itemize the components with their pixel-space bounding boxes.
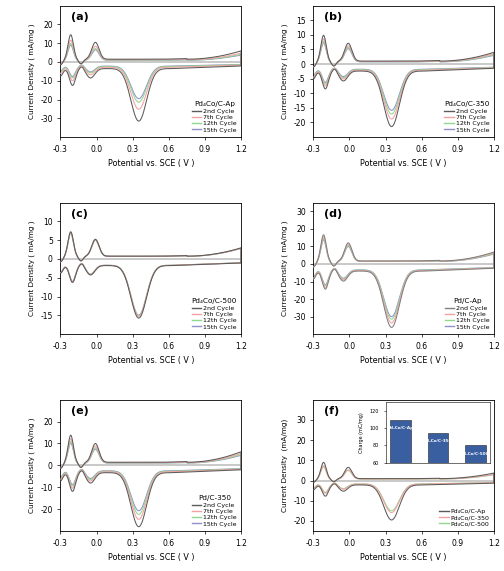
Text: (d): (d)	[324, 210, 342, 219]
Y-axis label: Current Density ( mA/mg ): Current Density ( mA/mg )	[28, 417, 35, 513]
Y-axis label: Current Density  (mA/mg): Current Density (mA/mg)	[281, 419, 288, 512]
Text: (e): (e)	[72, 407, 89, 416]
Y-axis label: Current Density ( mA/mg ): Current Density ( mA/mg )	[28, 23, 35, 119]
X-axis label: Potential vs. SCE ( V ): Potential vs. SCE ( V )	[360, 159, 447, 168]
Legend: Pd₄Co/C-Ap, Pd₄Co/C-350, Pd₄Co/C-500: Pd₄Co/C-Ap, Pd₄Co/C-350, Pd₄Co/C-500	[438, 508, 491, 528]
X-axis label: Potential vs. SCE ( V ): Potential vs. SCE ( V )	[107, 553, 194, 562]
Text: (b): (b)	[324, 13, 342, 22]
Text: (c): (c)	[72, 210, 88, 219]
X-axis label: Potential vs. SCE ( V ): Potential vs. SCE ( V )	[360, 356, 447, 365]
Legend: 2nd Cycle, 7th Cycle, 12th Cycle, 15th Cycle: 2nd Cycle, 7th Cycle, 12th Cycle, 15th C…	[191, 100, 238, 134]
Y-axis label: Current Density ( mA/mg ): Current Density ( mA/mg )	[28, 220, 35, 316]
X-axis label: Potential vs. SCE ( V ): Potential vs. SCE ( V )	[107, 159, 194, 168]
Text: (a): (a)	[72, 13, 89, 22]
X-axis label: Potential vs. SCE ( V ): Potential vs. SCE ( V )	[107, 356, 194, 365]
Legend: 2nd Cycle, 7th Cycle, 12th Cycle, 15th Cycle: 2nd Cycle, 7th Cycle, 12th Cycle, 15th C…	[191, 494, 238, 528]
Y-axis label: Current Density ( mA/mg ): Current Density ( mA/mg )	[281, 23, 288, 119]
Y-axis label: Current Density ( mA/mg ): Current Density ( mA/mg )	[281, 220, 288, 316]
Legend: 2nd Cycle, 7th Cycle, 12th Cycle, 15th Cycle: 2nd Cycle, 7th Cycle, 12th Cycle, 15th C…	[444, 297, 491, 331]
Legend: 2nd Cycle, 7th Cycle, 12th Cycle, 15th Cycle: 2nd Cycle, 7th Cycle, 12th Cycle, 15th C…	[443, 100, 491, 134]
Legend: 2nd Cycle, 7th Cycle, 12th Cycle, 15th Cycle: 2nd Cycle, 7th Cycle, 12th Cycle, 15th C…	[190, 297, 238, 331]
Text: (f): (f)	[324, 407, 339, 416]
X-axis label: Potential vs. SCE ( V ): Potential vs. SCE ( V )	[360, 553, 447, 562]
